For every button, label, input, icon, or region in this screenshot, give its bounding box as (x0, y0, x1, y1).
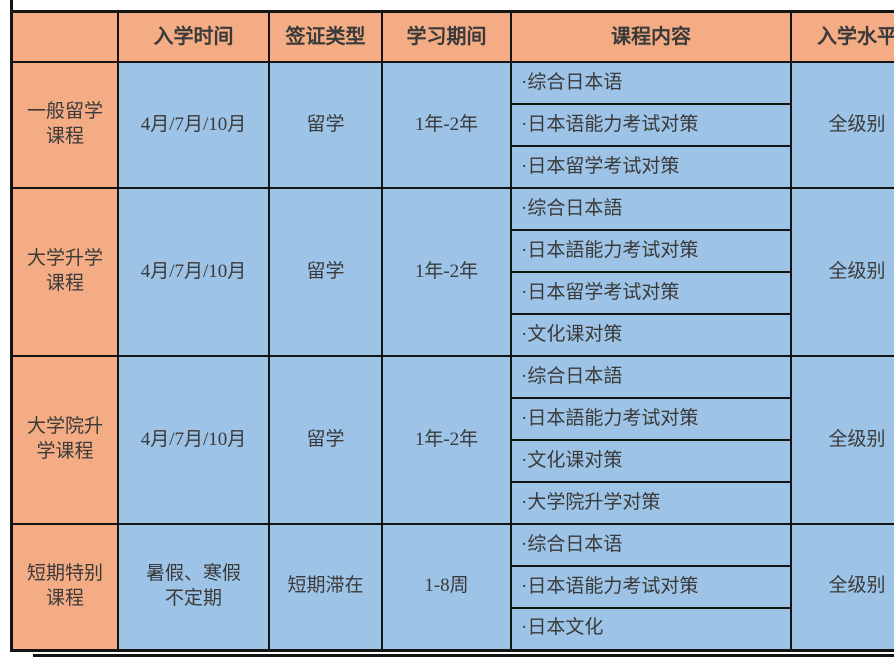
table-row: 短期特别 课程 暑假、寒假 不定期 短期滞在 1-8周 ·综合日本语 全级别 (10, 523, 894, 651)
group3-course-cell: ·大学院升学对策 (510, 481, 792, 525)
table-row: ·文化课对策 (12, 313, 894, 357)
group2-visa-cell: 留学 (268, 187, 383, 357)
group3-course-cell: ·日本語能力考试对策 (510, 397, 792, 441)
group3-visa-cell: 留学 (268, 355, 383, 525)
header-entry-level: 入学水平 (790, 10, 894, 63)
group1-row-label: 一般留学 课程 (10, 61, 119, 189)
header-study-period: 学习期间 (381, 10, 512, 63)
table-row: 大学院升 学课程 4月/7月/10月 留学 1年-2年 ·综合日本語 全级别 (10, 355, 894, 525)
group3-intake-cell: 4月/7月/10月 (117, 355, 270, 525)
header-row: 入学时间 签证类型 学习期间 课程内容 入学水平 (10, 10, 894, 63)
header-visa-type: 签证类型 (268, 10, 383, 63)
group4-visa-cell: 短期滞在 (268, 523, 383, 651)
group2-course-cell: ·文化课对策 (510, 313, 792, 357)
group2-course-cell: ·日本語能力考试对策 (510, 229, 792, 273)
group3-course-cell: ·文化课对策 (510, 439, 792, 483)
group2-course-cell: ·综合日本語 (510, 187, 792, 231)
header-corner (10, 10, 119, 63)
cropped-top-border-stub (10, 0, 13, 10)
table-row: ·日本语能力考试对策 (12, 565, 894, 609)
table-row: ·大学院升学对策 (12, 481, 894, 525)
group3-duration-cell: 1年-2年 (381, 355, 512, 525)
group1-visa-cell: 留学 (268, 61, 383, 189)
table-row: ·文化课对策 (12, 439, 894, 483)
group2-intake-cell: 4月/7月/10月 (117, 187, 270, 357)
group4-level-cell: 全级别 (790, 523, 894, 651)
table-row: ·日本语能力考试对策 (12, 103, 894, 147)
header-intake: 入学时间 (117, 10, 270, 63)
group2-row-label: 大学升学 课程 (10, 187, 119, 357)
group4-course-cell: ·日本语能力考试对策 (510, 565, 792, 609)
table-row: ·日本語能力考试对策 (12, 229, 894, 273)
group3-row-label: 大学院升 学课程 (10, 355, 119, 525)
group4-intake-cell: 暑假、寒假 不定期 (117, 523, 270, 651)
header-course-content: 课程内容 (510, 10, 792, 63)
group1-course-cell: ·日本语能力考试对策 (510, 103, 792, 147)
group1-course-cell: ·综合日本语 (510, 61, 792, 105)
group4-course-cell: ·日本文化 (510, 607, 792, 651)
table-row: 大学升学 课程 4月/7月/10月 留学 1年-2年 ·综合日本語 全级别 (10, 187, 894, 357)
group1-course-cell: ·日本留学考试对策 (510, 145, 792, 189)
japanese-course-table: 入学时间 签证类型 学习期间 课程内容 入学水平 一般留学 课程 4月/7月/1… (10, 10, 894, 652)
table-row: ·日本留学考试对策 (12, 271, 894, 315)
group4-duration-cell: 1-8周 (381, 523, 512, 651)
group3-course-cell: ·综合日本語 (510, 355, 792, 399)
cropped-next-row-border (33, 654, 894, 657)
table-row: ·日本文化 (12, 607, 894, 651)
group4-row-label: 短期特别 课程 (10, 523, 119, 651)
table-row: ·日本語能力考试对策 (12, 397, 894, 441)
group2-level-cell: 全级别 (790, 187, 894, 357)
table-row: 一般留学 课程 4月/7月/10月 留学 1年-2年 ·综合日本语 全级别 (10, 61, 894, 189)
group1-duration-cell: 1年-2年 (381, 61, 512, 189)
group1-intake-cell: 4月/7月/10月 (117, 61, 270, 189)
group1-level-cell: 全级别 (790, 61, 894, 189)
group4-course-cell: ·综合日本语 (510, 523, 792, 567)
group3-level-cell: 全级别 (790, 355, 894, 525)
group2-course-cell: ·日本留学考试对策 (510, 271, 792, 315)
group2-duration-cell: 1年-2年 (381, 187, 512, 357)
table-row: ·日本留学考试对策 (12, 145, 894, 189)
